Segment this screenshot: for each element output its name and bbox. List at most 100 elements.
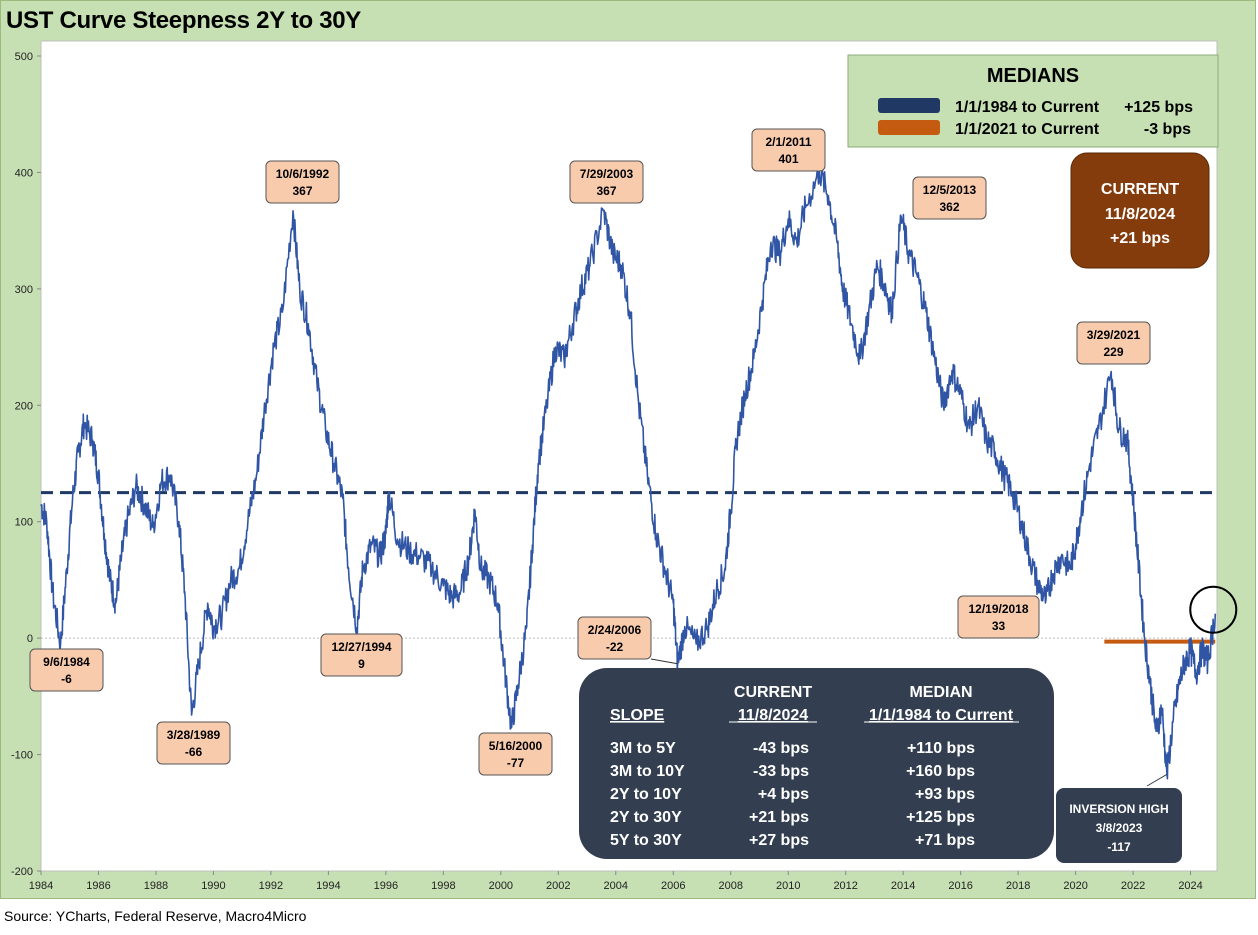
- x-axis: 1984 1986 1988 1990 1992 1994 1996 1998 2000 2002…: [29, 871, 1203, 892]
- annotations: 9/6/1984 -6 3/28/1989 -66 10/6/1992 367 12/27/…: [29, 128, 1151, 776]
- chart-svg: 500 400 300 200 100 0 -100 -200 1984 1986 1988 199…: [11, 40, 1238, 892]
- slope-table-bg: [579, 668, 1054, 859]
- annotation-value: 367: [596, 184, 616, 198]
- annotation-box: [320, 633, 403, 677]
- table-header-median: MEDIAN: [909, 684, 972, 701]
- annotation-box: [569, 160, 644, 204]
- table-row-label: 2Y to 10Y: [610, 786, 682, 803]
- annotation-box: [1076, 321, 1151, 365]
- current-value: +21 bps: [1110, 230, 1170, 247]
- inversion-date: 3/8/2023: [1096, 821, 1143, 835]
- source-note: Source: YCharts, Federal Reserve, Macro4…: [4, 908, 307, 924]
- annotation-value: -22: [606, 640, 624, 654]
- current-point-marker: [1189, 585, 1238, 634]
- x-tick-label: 2004: [604, 880, 628, 892]
- table-row-label: 5Y to 30Y: [610, 832, 682, 849]
- inversion-box-bg: [1056, 788, 1182, 863]
- x-tick-label: 1998: [431, 880, 455, 892]
- legend-swatch-2021: [878, 120, 940, 135]
- x-tick-label: 1986: [86, 880, 110, 892]
- x-tick-label: 2014: [891, 880, 915, 892]
- current-date: 11/8/2024: [1105, 206, 1175, 223]
- table-row-current: -33 bps: [753, 763, 809, 780]
- x-tick-label: 1994: [316, 880, 340, 892]
- chart-title: UST Curve Steepness 2Y to 30Y: [6, 7, 362, 34]
- annotation-date: 3/28/1989: [167, 728, 221, 742]
- table-row-current: +27 bps: [749, 832, 809, 849]
- series-line-2y-30y: [40, 166, 1217, 780]
- current-box: CURRENT 11/8/2024 +21 bps: [1070, 152, 1210, 269]
- annotation-date: 10/6/1992: [276, 167, 330, 181]
- legend-label-2021: 1/1/2021 to Current: [955, 121, 1100, 138]
- annotation-box: [912, 176, 987, 220]
- annotation-box: [957, 595, 1040, 639]
- annotation-value: 229: [1103, 345, 1123, 359]
- y-tick-label: 500: [15, 51, 33, 63]
- current-label: CURRENT: [1101, 181, 1179, 198]
- annotation-value: 33: [992, 619, 1006, 633]
- annotation-value: -66: [185, 745, 203, 759]
- table-row-label: 3M to 10Y: [610, 763, 685, 780]
- annotation-box: [265, 160, 340, 204]
- x-tick-label: 2002: [546, 880, 570, 892]
- x-tick-label: 2022: [1121, 880, 1145, 892]
- inversion-label: INVERSION HIGH: [1069, 802, 1168, 816]
- annotation-12-5-2013: 12/5/2013 362: [912, 176, 987, 220]
- annotation-box: [478, 732, 553, 776]
- annotation-box: [156, 721, 231, 765]
- annotation-date: 3/29/2021: [1087, 328, 1141, 342]
- x-tick-label: 2020: [1063, 880, 1087, 892]
- annotation-date: 7/29/2003: [580, 167, 634, 181]
- annotation-9-6-1984: 9/6/1984 -6: [29, 648, 104, 692]
- legend-value-2021: -3 bps: [1144, 121, 1191, 138]
- table-row-label: 2Y to 30Y: [610, 809, 682, 826]
- x-tick-label: 2000: [489, 880, 513, 892]
- x-tick-label: 1988: [144, 880, 168, 892]
- annotation-value: 362: [939, 200, 959, 214]
- table-row-median: +93 bps: [915, 786, 975, 803]
- table-header-median-range: 1/1/1984 to Current: [869, 707, 1014, 724]
- annotation-value: 9: [358, 657, 365, 671]
- x-tick-label: 1992: [259, 880, 283, 892]
- annotation-date: 5/16/2000: [489, 739, 543, 753]
- annotation-value: 401: [778, 152, 798, 166]
- table-rows: 3M to 5Y -43 bps +110 bps 3M to 10Y -33 bps +…: [610, 740, 975, 849]
- table-row-label: 3M to 5Y: [610, 740, 676, 757]
- annotation-10-6-1992: 10/6/1992 367: [265, 160, 340, 204]
- annotation-date: 12/27/1994: [331, 640, 391, 654]
- table-row-median: +71 bps: [915, 832, 975, 849]
- annotation-3-28-1989: 3/28/1989 -66: [156, 721, 231, 765]
- annotation-date: 2/24/2006: [588, 623, 642, 637]
- y-axis: 500 400 300 200 100 0 -100 -200: [11, 51, 41, 878]
- annotation-3-29-2021: 3/29/2021 229: [1076, 321, 1151, 365]
- inversion-value: -117: [1107, 840, 1131, 854]
- x-tick-label: 1984: [29, 880, 53, 892]
- x-tick-label: 2010: [776, 880, 800, 892]
- x-tick-label: 2016: [948, 880, 972, 892]
- current-box-bg: [1070, 152, 1210, 269]
- annotation-value: 367: [292, 184, 312, 198]
- y-tick-label: 300: [15, 284, 33, 296]
- y-tick-label: 200: [15, 400, 33, 412]
- slope-table: CURRENT MEDIAN SLOPE 11/8/2024 1/1/1984 …: [579, 668, 1054, 859]
- annotation-box: [29, 648, 104, 692]
- x-tick-label: 2006: [661, 880, 685, 892]
- annotation-value: -6: [61, 672, 72, 686]
- legend-label-1984: 1/1/1984 to Current: [955, 99, 1100, 116]
- table-row-median: +110 bps: [907, 740, 975, 757]
- annotation-date: 2/1/2011: [765, 135, 811, 149]
- y-tick-label: 400: [15, 167, 33, 179]
- legend-title: MEDIANS: [987, 65, 1079, 87]
- table-row-median: +125 bps: [906, 809, 975, 826]
- table-header-current-date: 11/8/2024: [738, 707, 808, 724]
- annotation-5-16-2000: 5/16/2000 -77: [478, 732, 553, 776]
- legend: MEDIANS 1/1/1984 to Current +125 bps 1/1…: [847, 54, 1219, 148]
- annotation-2-1-2011: 2/1/2011 401: [751, 128, 826, 172]
- table-header-slope: SLOPE: [610, 707, 665, 724]
- inversion-box: INVERSION HIGH 3/8/2023 -117: [1056, 773, 1182, 863]
- annotation-date: 12/19/2018: [968, 602, 1028, 616]
- annotation-box: [751, 128, 826, 172]
- x-tick-label: 2024: [1178, 880, 1202, 892]
- annotation-7-29-2003: 7/29/2003 367: [569, 160, 644, 204]
- x-tick-label: 2018: [1006, 880, 1030, 892]
